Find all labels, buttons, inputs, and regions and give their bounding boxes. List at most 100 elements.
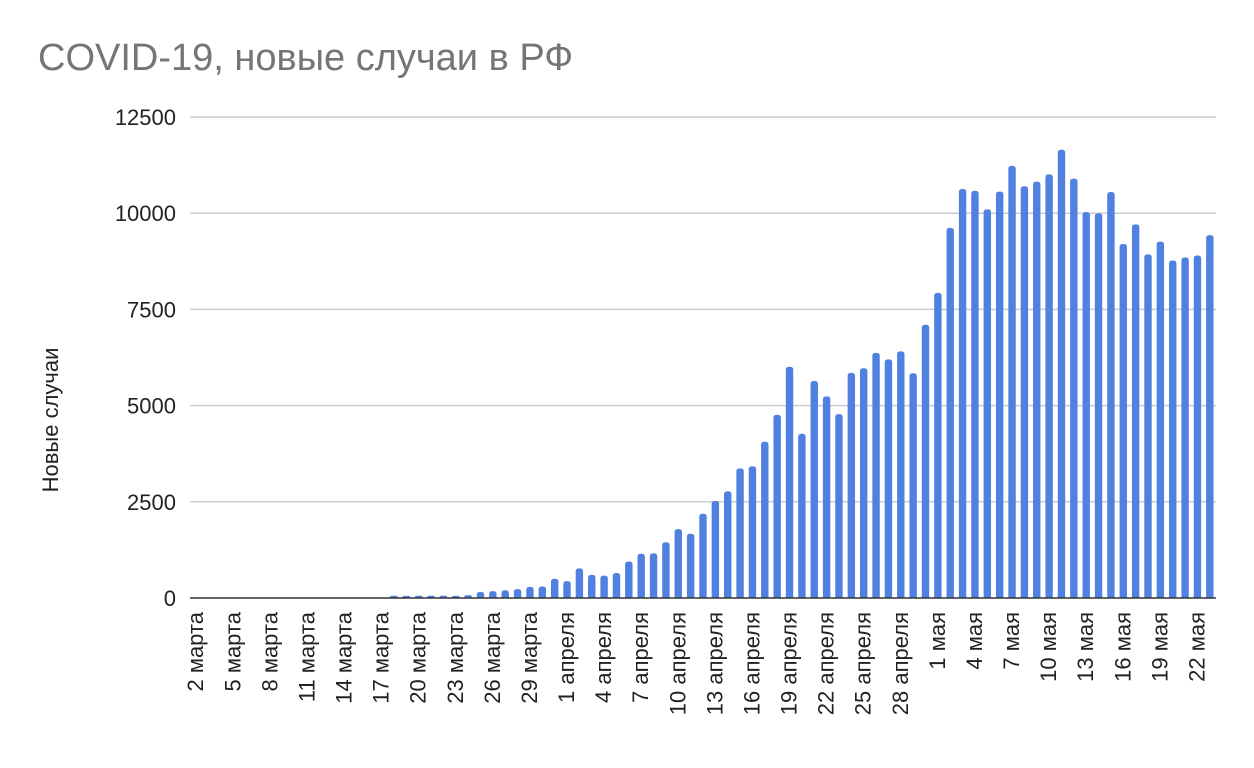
bar [1057, 149, 1066, 598]
bar [711, 501, 720, 598]
x-tick-label: 5 марта [220, 611, 245, 691]
bar [588, 574, 596, 598]
bar [1181, 257, 1189, 598]
bar [649, 553, 658, 598]
bar [637, 553, 645, 598]
x-tick-label: 13 апреля [702, 612, 727, 715]
bar [476, 591, 485, 598]
x-tick-label: 26 марта [480, 611, 505, 704]
bar [1206, 235, 1214, 598]
x-tick-label: 7 апреля [628, 612, 653, 703]
x-tick-label: 4 мая [962, 612, 987, 670]
bar [699, 513, 707, 598]
bar [934, 292, 942, 598]
x-tick-label: 7 мая [999, 612, 1024, 670]
bar [897, 351, 905, 598]
bar [625, 561, 633, 598]
bar [761, 441, 769, 598]
x-tick-label: 20 марта [406, 611, 431, 704]
x-tick-label: 10 мая [1036, 612, 1061, 682]
y-tick-label: 2500 [127, 490, 176, 515]
y-tick-label: 10000 [115, 201, 176, 226]
bar [662, 542, 670, 598]
y-tick-label: 0 [164, 586, 176, 611]
x-tick-label: 13 мая [1073, 612, 1098, 682]
bar [538, 586, 547, 598]
x-tick-label: 22 мая [1184, 612, 1209, 682]
x-tick-label: 8 марта [257, 611, 282, 691]
gridlines [190, 116, 1216, 503]
x-tick-label: 25 апреля [851, 612, 876, 715]
x-tick-label: 16 мая [1110, 612, 1135, 682]
x-tick-label: 29 марта [517, 611, 542, 704]
bar [600, 575, 608, 598]
bar [1008, 165, 1016, 598]
bar [526, 586, 534, 598]
bar [1082, 212, 1090, 598]
bar [859, 368, 868, 598]
bar [1070, 178, 1078, 598]
bar [1094, 213, 1103, 598]
bar [1131, 224, 1140, 599]
bar [810, 380, 818, 598]
bar [971, 190, 979, 599]
x-tick-label: 28 апреля [888, 612, 913, 715]
bar [773, 414, 781, 598]
bar [958, 188, 967, 599]
bar [748, 466, 757, 598]
x-tick-label: 19 мая [1147, 612, 1172, 682]
bar [1020, 186, 1029, 598]
x-tick-label: 4 апреля [591, 612, 616, 703]
y-axis-label: Новые случаи [38, 348, 63, 493]
x-tick-label: 16 апреля [739, 612, 764, 715]
x-tick-label: 11 марта [294, 611, 319, 702]
bars [390, 149, 1214, 599]
bar [785, 366, 794, 598]
chart-title: COVID-19, новые случаи в РФ [38, 37, 573, 79]
bar [686, 533, 695, 598]
bar [1156, 241, 1165, 598]
bar [1144, 254, 1152, 598]
y-tick-label: 5000 [127, 394, 176, 419]
y-axis-ticks: 0 2500 5000 7500 10000 12500 [115, 105, 176, 611]
x-tick-label: 1 мая [925, 612, 950, 670]
bar [1169, 260, 1177, 598]
bar [921, 324, 930, 598]
bar [674, 529, 682, 598]
bar [1193, 255, 1202, 598]
bar [501, 590, 509, 598]
bar [575, 568, 584, 598]
x-tick-label: 14 марта [332, 611, 357, 704]
bar [822, 396, 831, 598]
x-tick-label: 22 апреля [814, 612, 839, 715]
bar [909, 373, 917, 598]
x-tick-label: 1 апреля [554, 612, 579, 703]
bar [884, 359, 893, 598]
x-tick-label: 2 марта [183, 611, 208, 691]
x-axis-ticks: 2 марта 5 марта 8 марта 11 марта 14 марта 17 … [183, 611, 1209, 715]
bar [995, 191, 1004, 599]
bar [1033, 181, 1041, 598]
y-tick-label: 7500 [127, 297, 176, 322]
bar [1045, 174, 1053, 598]
x-tick-label: 19 апреля [777, 612, 802, 715]
x-tick-label: 23 марта [443, 611, 468, 704]
bar [513, 589, 522, 598]
bar [798, 433, 806, 598]
bar [612, 572, 621, 598]
bar [563, 581, 571, 598]
bar [1119, 243, 1127, 598]
bar [872, 352, 880, 598]
bar [946, 227, 954, 599]
bar [1107, 192, 1115, 598]
bar [983, 209, 992, 599]
bar [724, 491, 732, 598]
x-tick-label: 10 апреля [665, 612, 690, 715]
bar [550, 578, 559, 598]
bar [835, 414, 843, 598]
y-tick-label: 12500 [115, 105, 176, 130]
bar [736, 468, 744, 598]
x-tick-label: 17 марта [369, 611, 394, 704]
bar [847, 372, 856, 598]
